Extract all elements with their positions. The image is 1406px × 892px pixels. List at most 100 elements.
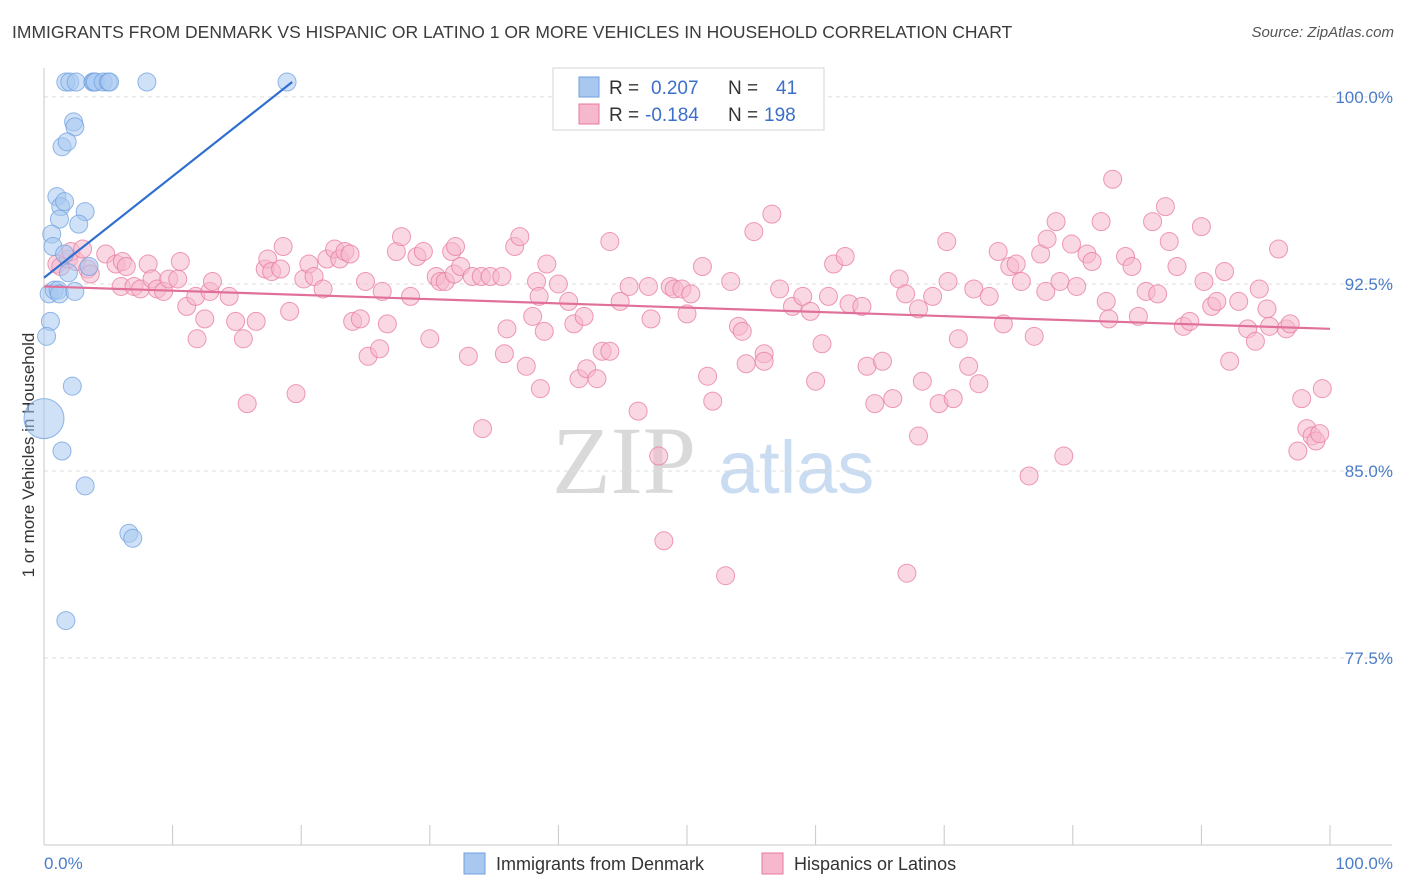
hispanic-point-75 [494, 344, 514, 364]
hispanic-point-188 [1220, 351, 1240, 371]
hispanic-point-118 [762, 204, 782, 224]
hispanic-point-137 [896, 284, 916, 304]
hispanic-point-122 [793, 286, 813, 306]
hispanic-point-171 [1099, 309, 1119, 329]
hispanic-point-149 [969, 374, 989, 394]
hispanic-point-163 [1054, 446, 1074, 466]
denmark-point-32 [37, 326, 57, 346]
hispanic-point-60 [413, 242, 433, 262]
hispanic-point-112 [721, 271, 741, 291]
legend-box: R = 0.207 N = 41 R = -0.184 N = 198 [552, 67, 825, 131]
hispanic-point-37 [271, 259, 291, 279]
hispanic-point-108 [692, 256, 712, 276]
hispanic-point-141 [923, 286, 943, 306]
legend-n-denmark: 41 [776, 78, 797, 99]
hispanic-point-25 [195, 309, 215, 329]
x-tick-label-1: 100.0% [1335, 854, 1393, 873]
hispanic-point-174 [1128, 306, 1148, 326]
hispanic-point-154 [1006, 254, 1026, 274]
bottom-legend-swatch-hispanic [761, 852, 784, 875]
hispanic-point-191 [1245, 331, 1265, 351]
legend-n-label-2: N = [728, 105, 758, 126]
y-tick-label-1: 92.5% [1345, 275, 1393, 294]
hispanic-point-124 [806, 371, 826, 391]
hispanic-point-165 [1067, 276, 1087, 296]
hispanic-point-193 [1257, 299, 1277, 319]
hispanic-point-39 [286, 384, 306, 404]
hispanic-point-184 [1194, 271, 1214, 291]
hispanic-point-97 [619, 276, 639, 296]
hispanic-point-28 [219, 286, 239, 306]
hispanic-point-148 [964, 279, 984, 299]
denmark-point-34 [23, 398, 65, 440]
hispanic-point-94 [600, 341, 620, 361]
hispanic-point-116 [744, 222, 764, 242]
x-tick-label-0: 0.0% [44, 854, 83, 873]
hispanic-point-114 [732, 321, 752, 341]
hispanic-point-55 [377, 314, 397, 334]
denmark-point-38 [123, 528, 143, 548]
hispanic-point-51 [356, 271, 375, 291]
hispanic-point-53 [370, 339, 390, 359]
hispanic-point-87 [559, 291, 579, 311]
denmark-point-30 [65, 281, 85, 301]
axes [43, 68, 1392, 846]
hispanic-point-177 [1148, 284, 1168, 304]
hispanic-point-138 [908, 299, 928, 319]
bottom-legend-label-denmark: Immigrants from Denmark [496, 854, 705, 874]
hispanic-point-197 [1280, 314, 1300, 334]
hispanic-point-182 [1180, 311, 1200, 331]
denmark-point-24 [79, 256, 99, 276]
hispanic-point-115 [736, 354, 756, 374]
hispanic-point-66 [446, 237, 466, 257]
hispanic-point-157 [1024, 326, 1044, 346]
hispanic-point-29 [226, 311, 246, 331]
hispanic-point-198 [1288, 441, 1308, 461]
hispanic-point-167 [1082, 252, 1102, 272]
bottom-legend: Immigrants from Denmark Hispanics or Lat… [463, 852, 956, 875]
hispanic-point-106 [677, 304, 697, 324]
legend-swatch-hispanic [578, 103, 600, 125]
hispanic-point-101 [649, 446, 669, 466]
trend-line-denmark [43, 81, 293, 279]
hispanic-point-128 [835, 247, 855, 267]
hispanic-point-162 [1050, 271, 1070, 291]
denmark-point-12 [65, 117, 85, 137]
hispanic-point-179 [1159, 232, 1179, 252]
hispanic-point-178 [1155, 197, 1175, 217]
legend-n-label: N = [728, 78, 758, 99]
hispanic-point-203 [1310, 424, 1330, 444]
denmark-point-39 [56, 611, 76, 631]
hispanic-point-183 [1191, 217, 1211, 237]
hispanic-point-85 [537, 254, 557, 274]
legend-swatch-denmark [578, 76, 600, 98]
denmark-point-35 [52, 441, 72, 461]
hispanic-point-27 [202, 271, 222, 291]
hispanic-point-133 [872, 351, 892, 371]
hispanic-point-69 [458, 346, 478, 366]
hispanic-point-189 [1229, 291, 1249, 311]
hispanic-point-102 [654, 531, 674, 551]
denmark-point-20 [69, 214, 89, 234]
hispanic-point-98 [628, 401, 648, 421]
hispanic-point-159 [1036, 281, 1056, 301]
hispanic-point-145 [943, 389, 963, 409]
hispanic-point-12 [116, 256, 136, 276]
denmark-point-9 [137, 72, 157, 92]
denmark-point-10 [277, 72, 297, 92]
hispanic-point-144 [938, 271, 958, 291]
hispanic-point-84 [529, 286, 549, 306]
hispanic-point-176 [1143, 212, 1163, 232]
watermark: ZIP atlas [552, 407, 874, 514]
hispanic-point-58 [401, 286, 421, 306]
y-tick-label-2: 85.0% [1345, 462, 1393, 481]
hispanic-point-110 [703, 391, 723, 411]
hispanic-point-134 [883, 389, 903, 409]
hispanic-point-156 [1019, 466, 1039, 486]
hispanic-point-61 [420, 329, 440, 349]
hispanic-point-79 [516, 356, 536, 376]
hispanic-point-78 [510, 227, 530, 247]
denmark-point-14 [57, 132, 77, 152]
hispanic-point-21 [170, 252, 190, 272]
